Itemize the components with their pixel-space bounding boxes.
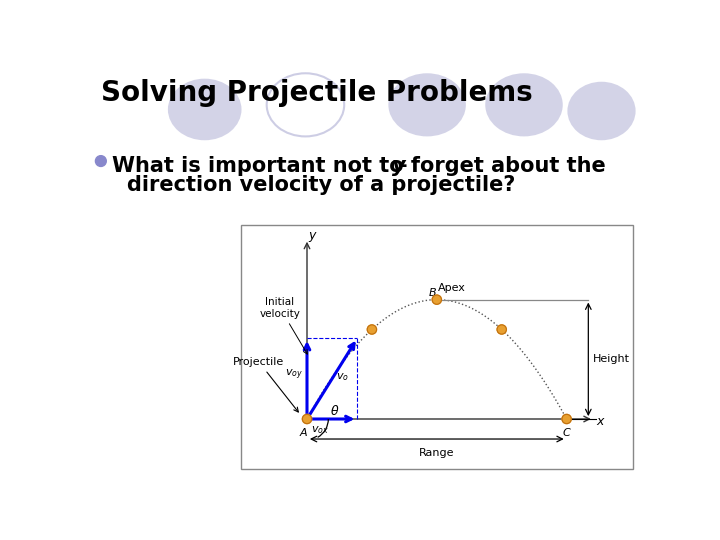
Ellipse shape (485, 73, 563, 137)
Text: B: B (429, 288, 437, 299)
Circle shape (497, 325, 506, 334)
Text: y: y (309, 230, 316, 242)
Ellipse shape (567, 82, 636, 140)
Ellipse shape (388, 73, 466, 137)
Text: Range: Range (419, 448, 454, 458)
Text: x: x (596, 415, 603, 428)
Circle shape (96, 156, 107, 166)
Text: A: A (300, 428, 307, 438)
Text: What is important not to forget about the: What is important not to forget about th… (112, 156, 613, 176)
Text: Apex: Apex (438, 283, 467, 293)
Text: $v_{ox}$: $v_{ox}$ (311, 424, 329, 436)
Ellipse shape (168, 79, 241, 140)
Circle shape (302, 414, 312, 423)
Bar (241, 225, 632, 469)
Text: $v_{oy}$: $v_{oy}$ (285, 368, 303, 382)
Text: $v_o$: $v_o$ (336, 372, 348, 383)
Text: Projectile: Projectile (233, 357, 298, 412)
Text: y: y (392, 156, 406, 176)
Text: Initial
velocity: Initial velocity (259, 297, 307, 354)
Circle shape (367, 325, 377, 334)
Text: -: - (399, 156, 408, 176)
Text: $\theta$: $\theta$ (330, 404, 340, 418)
Circle shape (432, 295, 441, 304)
Text: C: C (563, 428, 570, 438)
Text: direction velocity of a projectile?: direction velocity of a projectile? (127, 175, 516, 195)
Circle shape (562, 414, 571, 423)
Text: Height: Height (593, 354, 630, 364)
Text: Solving Projectile Problems: Solving Projectile Problems (101, 79, 533, 107)
